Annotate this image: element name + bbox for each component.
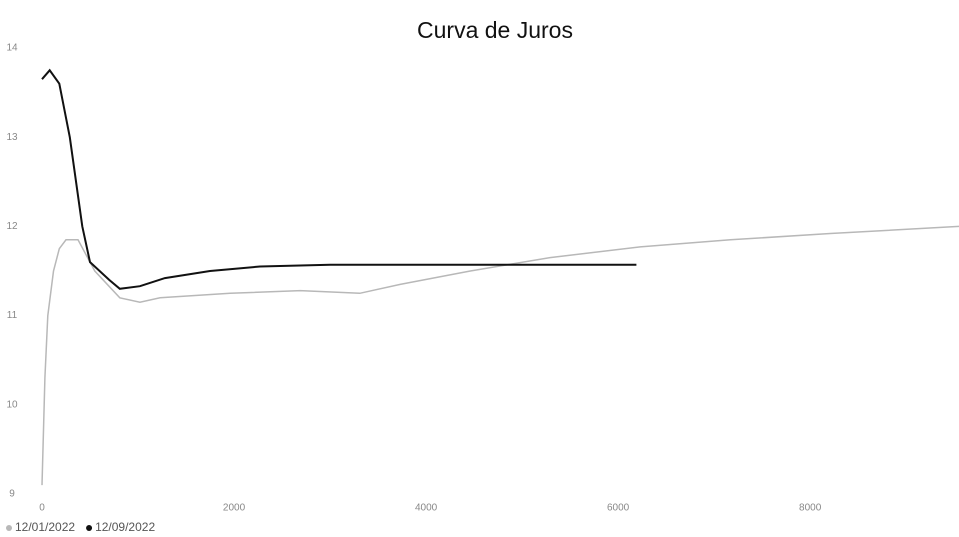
legend-item: 12/01/2022	[6, 520, 75, 534]
y-tick-label: 12	[6, 221, 18, 232]
chart-title: Curva de Juros	[417, 17, 573, 43]
x-tick-label: 2000	[223, 503, 246, 514]
series-line	[41, 225, 959, 486]
legend-label: 12/01/2022	[15, 520, 75, 534]
y-tick-label: 13	[6, 132, 18, 143]
x-tick-label: 4000	[415, 503, 438, 514]
y-tick-label: 11	[7, 310, 18, 321]
legend-label: 12/09/2022	[95, 520, 155, 534]
y-tick-label: 14	[6, 43, 18, 54]
y-tick-label: 9	[9, 489, 15, 500]
legend-item: 12/09/2022	[86, 520, 155, 534]
legend-marker	[86, 525, 93, 531]
y-tick-label: 10	[6, 399, 18, 410]
legend-marker	[6, 525, 12, 531]
x-tick-label: 6000	[607, 503, 630, 514]
x-tick-label: 8000	[799, 503, 822, 514]
series-line	[41, 68, 637, 290]
x-tick-label: 0	[39, 503, 45, 514]
